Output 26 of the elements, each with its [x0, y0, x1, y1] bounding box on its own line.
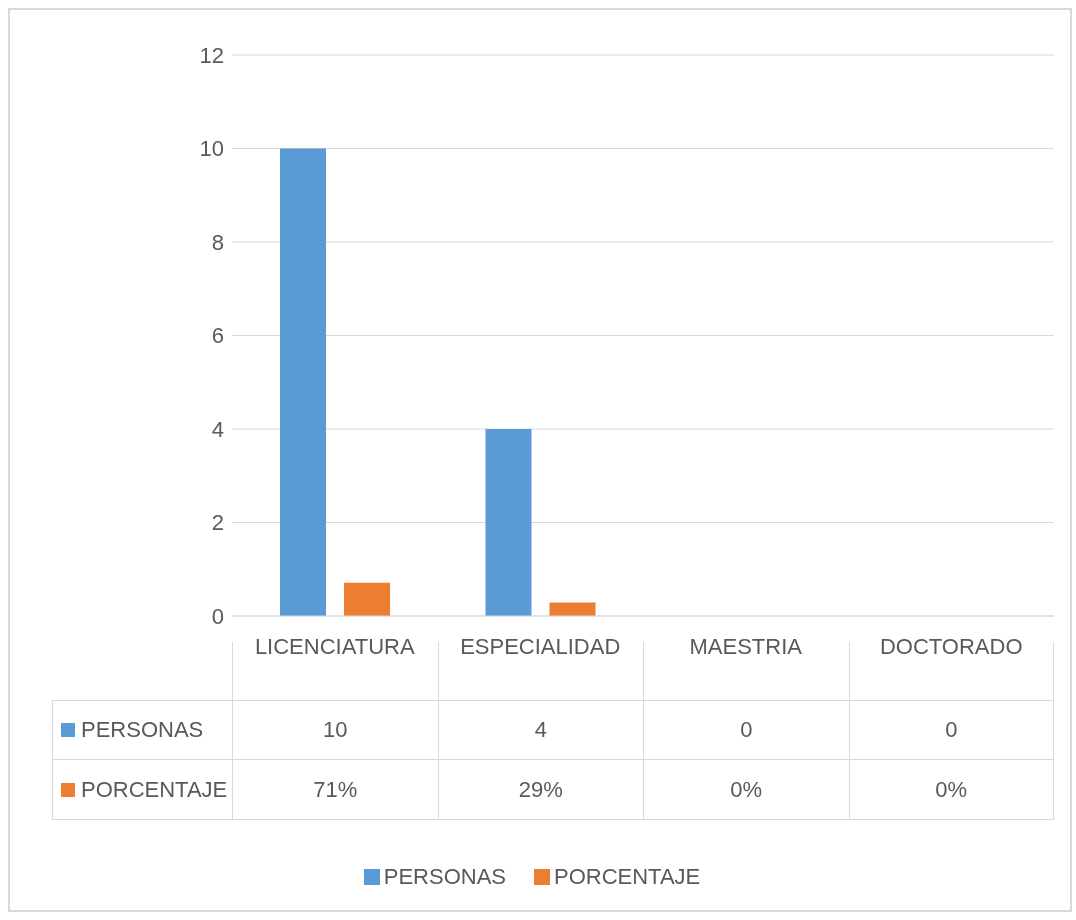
x-tick-label: ESPECIALIDAD [460, 633, 621, 659]
text: PORCENTAJE [553, 864, 701, 889]
data-label: 71% [232, 760, 438, 820]
data-label: 4 [437, 700, 643, 760]
y-tick-label: 10 [199, 136, 224, 162]
data-label: 29% [437, 760, 643, 820]
legend-label: PORCENTAJE [81, 776, 228, 803]
x-tick-label: MAESTRIA [689, 633, 803, 659]
y-tick-label: 6 [211, 323, 224, 349]
legend-label: PERSONAS [81, 717, 204, 743]
text: PERSONAS [383, 864, 506, 889]
data-label: 0 [643, 700, 849, 760]
data-label: 0 [848, 700, 1054, 760]
y-tick-label: 8 [211, 229, 224, 255]
y-tick-label: 12 [199, 42, 224, 68]
x-tick-label: LICENCIATURA [254, 633, 415, 659]
data-label: 0% [643, 760, 849, 820]
x-tick-label: DOCTORADO [879, 633, 1023, 659]
bar [344, 582, 390, 616]
bar [280, 148, 326, 616]
y-tick-label: 2 [211, 510, 224, 536]
bar [485, 429, 532, 616]
y-tick-label: 4 [211, 416, 224, 442]
y-tick-label: 0 [211, 603, 224, 629]
data-label: 0% [848, 760, 1054, 820]
bar [549, 602, 596, 616]
